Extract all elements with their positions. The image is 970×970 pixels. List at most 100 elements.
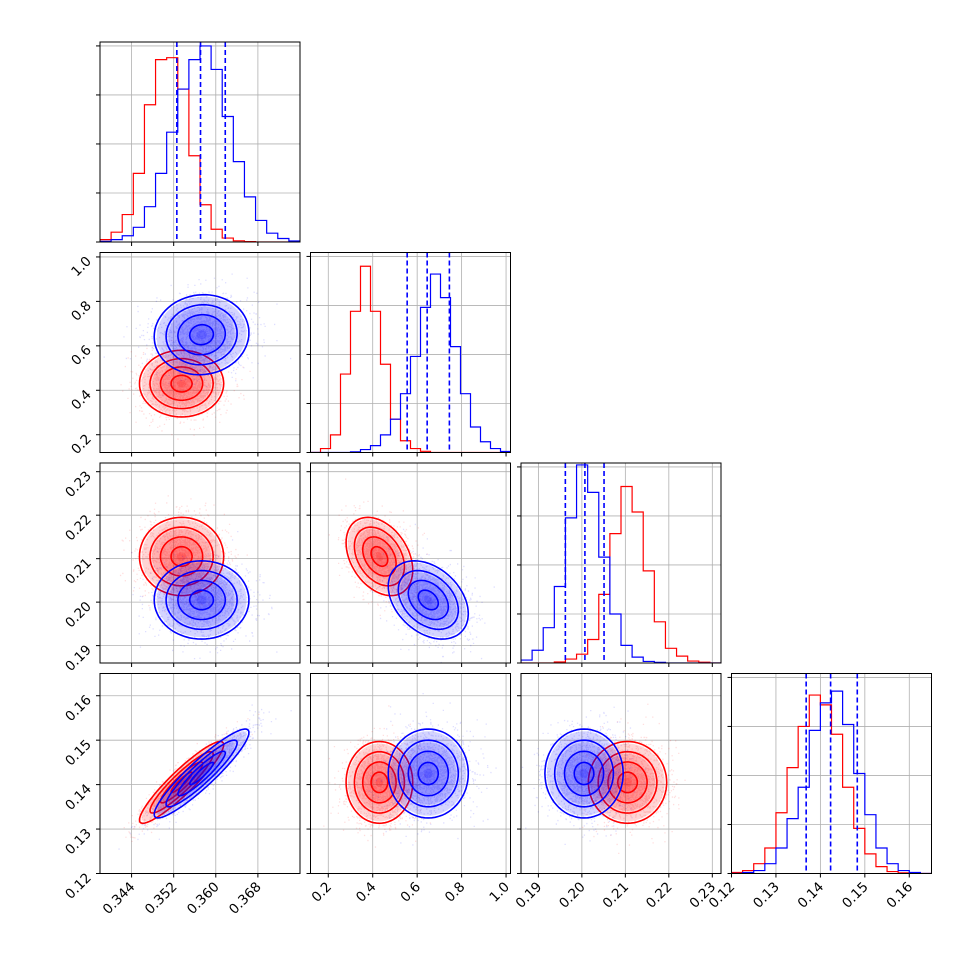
contour-b-2 bbox=[597, 750, 658, 814]
y-tick-label-2-1: 0.20 bbox=[62, 599, 95, 632]
density-fill-b-4 bbox=[375, 777, 384, 787]
histogram-hist-a-3 bbox=[731, 690, 932, 874]
scatter-frame-0-2 bbox=[99, 462, 301, 664]
density-fill-b-0 bbox=[141, 519, 222, 594]
density-fill-a-2 bbox=[565, 752, 603, 795]
contour-a-0 bbox=[188, 323, 215, 346]
contour-b-2 bbox=[149, 750, 215, 814]
x-tick-label-1-4: 1.0 bbox=[486, 879, 513, 906]
histogram-panel-0 bbox=[100, 42, 300, 242]
density-fill-b-2 bbox=[363, 537, 396, 576]
contour-a-0 bbox=[417, 589, 440, 611]
density-fill-b-1 bbox=[356, 529, 403, 584]
x-tick-label-0-2: 0.360 bbox=[184, 879, 223, 918]
scatter-points-b bbox=[123, 713, 260, 842]
y-tick-label-2-3: 0.22 bbox=[62, 512, 95, 545]
contour-a-0 bbox=[573, 761, 595, 786]
density-fill-b-4 bbox=[176, 552, 187, 561]
density-fill-a-2 bbox=[409, 752, 448, 795]
density-fill-a-3 bbox=[189, 324, 214, 345]
y-tick-label-1-2: 0.6 bbox=[68, 342, 95, 369]
density-fill-a-0 bbox=[156, 731, 247, 816]
density-fill-a-0 bbox=[156, 296, 247, 373]
scatter-frame-1-2 bbox=[310, 462, 511, 664]
contour-b-0 bbox=[170, 374, 193, 393]
scatter-points-a bbox=[521, 706, 646, 845]
x-tick-label-1-3: 0.8 bbox=[442, 879, 469, 906]
scatter-panel-0-1 bbox=[100, 252, 300, 453]
contour-b-1 bbox=[159, 536, 204, 577]
contour-a-3 bbox=[544, 728, 625, 819]
scatter-frame-1-3 bbox=[310, 673, 511, 874]
contour-a-3 bbox=[387, 559, 470, 640]
density-fill-a-0 bbox=[546, 731, 622, 816]
scatter-frame-2-3 bbox=[520, 673, 722, 874]
density-fill-a-4 bbox=[196, 330, 207, 340]
density-fill-b-4 bbox=[176, 777, 187, 787]
x-tick-label-2-2: 0.21 bbox=[600, 879, 633, 912]
x-tick-label-3-2: 0.14 bbox=[795, 879, 828, 912]
scatter-points-a bbox=[103, 273, 292, 402]
y-tick-label-1-1: 0.4 bbox=[68, 387, 95, 414]
x-tick-label-0-0: 0.344 bbox=[100, 879, 139, 918]
y-tick-label-3-0: 0.12 bbox=[62, 870, 95, 903]
density-fill-b-3 bbox=[171, 546, 193, 567]
contour-b-2 bbox=[149, 526, 215, 587]
density-fill-a-0 bbox=[390, 562, 467, 638]
density-fill-b-3 bbox=[371, 546, 388, 567]
y-tick-label-1-4: 1.0 bbox=[68, 253, 95, 280]
scatter-points-a bbox=[131, 531, 278, 663]
density-fill-a-3 bbox=[418, 590, 439, 610]
contour-b-0 bbox=[170, 545, 193, 568]
density-fill-a-3 bbox=[418, 762, 439, 785]
density-fill-a-2 bbox=[179, 315, 225, 354]
density-fill-a-4 bbox=[423, 768, 433, 779]
density-fill-b-2 bbox=[363, 763, 396, 802]
y-tick-label-2-4: 0.23 bbox=[62, 468, 95, 501]
scatter-points-a bbox=[368, 523, 495, 663]
x-tick-label-0-3: 0.368 bbox=[226, 879, 265, 918]
x-tick-label-2-1: 0.20 bbox=[556, 879, 589, 912]
density-fill-a-4 bbox=[196, 595, 207, 605]
density-fill-b-4 bbox=[623, 777, 632, 787]
y-tick-label-1-0: 0.2 bbox=[68, 431, 95, 458]
density-fill-b-0 bbox=[590, 743, 665, 822]
scatter-frame-0-3 bbox=[99, 673, 301, 874]
contour-a-2 bbox=[397, 739, 460, 808]
density-fill-b-0 bbox=[141, 743, 222, 822]
density-fill-b-4 bbox=[176, 379, 187, 388]
density-fill-a-0 bbox=[156, 562, 247, 638]
scatter-panel-1-2 bbox=[310, 463, 511, 663]
density-fill-a-0 bbox=[390, 731, 467, 816]
contour-b-2 bbox=[353, 526, 406, 587]
contour-b-2 bbox=[149, 357, 215, 410]
y-tick-label-2-2: 0.21 bbox=[62, 555, 95, 588]
contour-a-1 bbox=[177, 313, 227, 356]
histogram-hist-b-3 bbox=[731, 694, 932, 874]
density-fill-b-2 bbox=[161, 367, 202, 400]
density-fill-a-3 bbox=[189, 590, 214, 610]
histogram-hist-a-1 bbox=[310, 273, 511, 453]
density-fill-b-2 bbox=[608, 763, 647, 802]
y-tick-label-3-4: 0.16 bbox=[62, 692, 95, 725]
density-fill-b-0 bbox=[347, 519, 412, 594]
scatter-panel-1-3 bbox=[310, 673, 511, 874]
x-tick-label-1-1: 0.4 bbox=[353, 879, 380, 906]
scatter-panel-0-3 bbox=[100, 673, 300, 874]
histogram-frame-3 bbox=[731, 673, 932, 874]
contour-a-2 bbox=[165, 303, 238, 366]
scatter-points-b bbox=[328, 478, 444, 619]
contour-a-2 bbox=[165, 569, 238, 631]
x-tick-label-2-0: 0.19 bbox=[513, 879, 546, 912]
contour-a-1 bbox=[407, 750, 450, 797]
density-fill-b-3 bbox=[171, 375, 193, 392]
x-tick-label-3-4: 0.16 bbox=[884, 879, 917, 912]
y-tick-label-2-0: 0.19 bbox=[62, 642, 95, 675]
density-fill-b-2 bbox=[161, 537, 202, 576]
histogram-panel-3 bbox=[731, 673, 932, 874]
density-fill-a-3 bbox=[574, 762, 594, 785]
contour-b-3 bbox=[587, 740, 668, 825]
x-tick-label-1-0: 0.2 bbox=[309, 879, 336, 906]
contour-b-1 bbox=[361, 761, 397, 804]
scatter-panel-2-3 bbox=[521, 673, 721, 874]
